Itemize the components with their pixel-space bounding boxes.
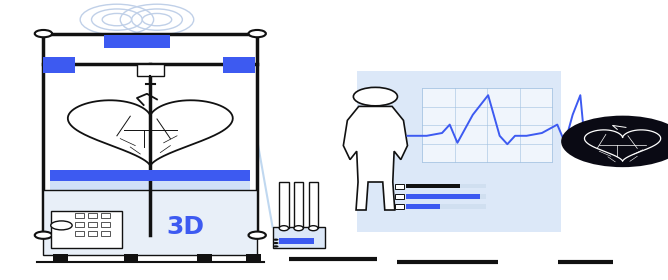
FancyBboxPatch shape: [406, 204, 486, 209]
FancyBboxPatch shape: [357, 71, 561, 232]
FancyBboxPatch shape: [43, 190, 257, 255]
Circle shape: [248, 232, 266, 239]
FancyBboxPatch shape: [75, 231, 84, 236]
FancyBboxPatch shape: [75, 213, 84, 218]
FancyBboxPatch shape: [279, 182, 289, 228]
FancyBboxPatch shape: [104, 35, 170, 48]
FancyBboxPatch shape: [88, 231, 97, 236]
FancyBboxPatch shape: [273, 227, 325, 248]
FancyBboxPatch shape: [406, 204, 440, 209]
FancyBboxPatch shape: [422, 88, 552, 162]
FancyBboxPatch shape: [395, 204, 404, 209]
Ellipse shape: [279, 226, 289, 231]
FancyBboxPatch shape: [43, 57, 75, 73]
FancyBboxPatch shape: [101, 222, 110, 227]
FancyBboxPatch shape: [395, 194, 404, 199]
Circle shape: [561, 116, 668, 167]
Circle shape: [51, 221, 72, 230]
FancyBboxPatch shape: [50, 170, 250, 181]
Circle shape: [273, 242, 279, 244]
Circle shape: [353, 87, 397, 106]
FancyBboxPatch shape: [51, 211, 122, 248]
FancyBboxPatch shape: [75, 222, 84, 227]
Circle shape: [35, 232, 52, 239]
FancyBboxPatch shape: [43, 34, 257, 235]
FancyBboxPatch shape: [137, 64, 164, 76]
Ellipse shape: [309, 226, 318, 231]
Circle shape: [35, 30, 52, 37]
Polygon shape: [343, 106, 407, 210]
FancyBboxPatch shape: [88, 222, 97, 227]
FancyBboxPatch shape: [88, 213, 97, 218]
FancyBboxPatch shape: [124, 254, 138, 262]
FancyBboxPatch shape: [53, 254, 68, 262]
FancyBboxPatch shape: [101, 231, 110, 236]
Circle shape: [248, 30, 266, 37]
FancyBboxPatch shape: [50, 180, 250, 192]
FancyBboxPatch shape: [279, 238, 314, 244]
FancyBboxPatch shape: [246, 254, 261, 262]
FancyBboxPatch shape: [309, 182, 318, 228]
FancyBboxPatch shape: [223, 57, 255, 73]
FancyBboxPatch shape: [406, 194, 480, 199]
FancyBboxPatch shape: [406, 184, 460, 188]
FancyBboxPatch shape: [197, 254, 212, 262]
FancyBboxPatch shape: [406, 194, 486, 199]
FancyBboxPatch shape: [294, 182, 303, 228]
Circle shape: [273, 239, 279, 241]
FancyBboxPatch shape: [406, 184, 486, 188]
Text: 3D: 3D: [167, 215, 204, 239]
Circle shape: [273, 245, 279, 248]
FancyBboxPatch shape: [395, 184, 404, 189]
Ellipse shape: [294, 226, 303, 231]
FancyBboxPatch shape: [101, 213, 110, 218]
